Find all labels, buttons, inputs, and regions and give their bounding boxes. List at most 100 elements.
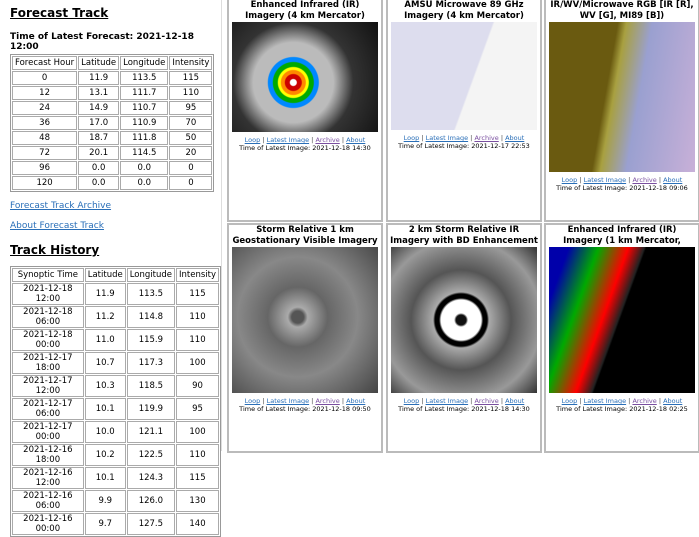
about-forecast-link[interactable]: About Forecast Track	[10, 221, 104, 231]
table-cell: 2021-12-17 00:00	[12, 421, 84, 443]
table-cell: 119.9	[126, 398, 175, 420]
table-cell: 9.7	[84, 513, 126, 535]
table-cell: 36	[12, 116, 78, 130]
table-cell: 115	[176, 283, 219, 305]
table-cell: 115.9	[126, 329, 175, 351]
panel-links: Loop | Latest Image | Archive | About	[561, 176, 683, 184]
satellite-image[interactable]	[391, 247, 537, 393]
table-row: 120 0.0 0.0 0	[12, 176, 213, 190]
table-cell: 17.0	[78, 116, 120, 130]
latest-image-link[interactable]: Latest Image	[266, 136, 310, 144]
archive-link[interactable]: Archive	[315, 397, 340, 405]
loop-link[interactable]: Loop	[244, 136, 261, 144]
table-cell: 117.3	[126, 352, 175, 374]
header-row: Synoptic Time Latitude Longitude Intensity	[12, 268, 219, 282]
imagery-panel: 2 km Storm Relative IR Imagery with BD E…	[386, 223, 542, 453]
column-header: Intensity	[169, 56, 213, 70]
column-header: Synoptic Time	[12, 268, 84, 282]
table-cell: 90	[176, 375, 219, 397]
latest-image-link[interactable]: Latest Image	[425, 397, 469, 405]
loop-link[interactable]: Loop	[403, 134, 420, 142]
table-cell: 0.0	[120, 161, 169, 175]
table-cell: 2021-12-16 00:00	[12, 513, 84, 535]
about-link[interactable]: About	[346, 397, 366, 405]
forecast-archive-link[interactable]: Forecast Track Archive	[10, 201, 112, 211]
about-link[interactable]: About	[505, 134, 525, 142]
latest-image-time: Time of Latest Image: 2021-12-18 09:50	[239, 405, 371, 413]
loop-link[interactable]: Loop	[244, 397, 261, 405]
table-cell: 0.0	[78, 176, 120, 190]
about-link[interactable]: About	[663, 176, 683, 184]
table-cell: 110	[176, 306, 219, 328]
table-cell: 2021-12-17 18:00	[12, 352, 84, 374]
table-cell: 2021-12-16 18:00	[12, 444, 84, 466]
table-cell: 2021-12-18 12:00	[12, 283, 84, 305]
satellite-image[interactable]	[549, 22, 695, 172]
archive-link[interactable]: Archive	[315, 136, 340, 144]
satellite-image[interactable]	[232, 247, 378, 393]
loop-link[interactable]: Loop	[403, 397, 420, 405]
archive-link[interactable]: Archive	[474, 134, 499, 142]
panel-links: Loop | Latest Image | Archive | About	[244, 136, 366, 144]
table-cell: 96	[12, 161, 78, 175]
table-cell: 126.0	[126, 490, 175, 512]
about-link[interactable]: About	[663, 397, 683, 405]
table-row: 12 13.1 111.7 110	[12, 86, 213, 100]
table-cell: 18.7	[78, 131, 120, 145]
imagery-panel: IR/WV/Microwave RGB [IR [R], WV [G], MI8…	[544, 0, 699, 222]
forecast-table: Forecast Hour Latitude Longitude Intensity 0…	[10, 54, 215, 192]
column-header: Longitude	[120, 56, 169, 70]
table-cell: 113.5	[120, 71, 169, 85]
latest-image-time: Time of Latest Image: 2021-12-17 22:53	[398, 142, 530, 150]
satellite-image[interactable]	[232, 22, 378, 132]
table-row: 2021-12-18 00:00 11.0 115.9 110	[12, 329, 219, 351]
panel-links: Loop | Latest Image | Archive | About	[403, 397, 525, 405]
latest-image-link[interactable]: Latest Image	[266, 397, 310, 405]
column-header: Latitude	[78, 56, 120, 70]
about-link[interactable]: About	[346, 136, 366, 144]
table-cell: 114.5	[120, 146, 169, 160]
archive-link[interactable]: Archive	[474, 397, 499, 405]
table-cell: 2021-12-18 00:00	[12, 329, 84, 351]
table-row: 2021-12-16 12:00 10.1 124.3 115	[12, 467, 219, 489]
table-cell: 20	[169, 146, 213, 160]
table-cell: 10.3	[84, 375, 126, 397]
latest-image-time: Time of Latest Image: 2021-12-18 09:06	[556, 184, 688, 192]
table-cell: 2021-12-17 12:00	[12, 375, 84, 397]
table-cell: 130	[176, 490, 219, 512]
satellite-image[interactable]	[391, 22, 537, 130]
table-cell: 0	[169, 176, 213, 190]
table-cell: 110	[176, 444, 219, 466]
table-cell: 48	[12, 131, 78, 145]
table-row: 2021-12-16 06:00 9.9 126.0 130	[12, 490, 219, 512]
left-sidebar: Forecast Track Time of Latest Forecast: …	[0, 0, 222, 537]
archive-link[interactable]: Archive	[632, 397, 657, 405]
latest-image-link[interactable]: Latest Image	[583, 397, 627, 405]
history-table: Synoptic Time Latitude Longitude Intensity 2…	[10, 266, 221, 537]
table-cell: 110.7	[120, 101, 169, 115]
table-cell: 2021-12-16 06:00	[12, 490, 84, 512]
imagery-panel: Enhanced Infrared (IR) Imagery (4 km Mer…	[227, 0, 383, 222]
table-cell: 14.9	[78, 101, 120, 115]
imagery-panel: Storm Relative 1 km Geostationary Visibl…	[227, 223, 383, 453]
table-row: 48 18.7 111.8 50	[12, 131, 213, 145]
archive-link[interactable]: Archive	[632, 176, 657, 184]
table-row: 2021-12-17 12:00 10.3 118.5 90	[12, 375, 219, 397]
column-header: Forecast Hour	[12, 56, 78, 70]
satellite-image[interactable]	[549, 247, 695, 393]
latest-image-link[interactable]: Latest Image	[425, 134, 469, 142]
about-link[interactable]: About	[505, 397, 525, 405]
table-cell: 72	[12, 146, 78, 160]
table-row: 2021-12-17 00:00 10.0 121.1 100	[12, 421, 219, 443]
latest-image-link[interactable]: Latest Image	[583, 176, 627, 184]
header-row: Forecast Hour Latitude Longitude Intensity	[12, 56, 213, 70]
table-cell: 10.1	[84, 398, 126, 420]
table-cell: 9.9	[84, 490, 126, 512]
forecast-track-heading: Forecast Track	[10, 6, 109, 20]
table-cell: 0	[12, 71, 78, 85]
loop-link[interactable]: Loop	[561, 397, 578, 405]
table-cell: 11.9	[78, 71, 120, 85]
table-cell: 95	[176, 398, 219, 420]
table-cell: 111.7	[120, 86, 169, 100]
loop-link[interactable]: Loop	[561, 176, 578, 184]
